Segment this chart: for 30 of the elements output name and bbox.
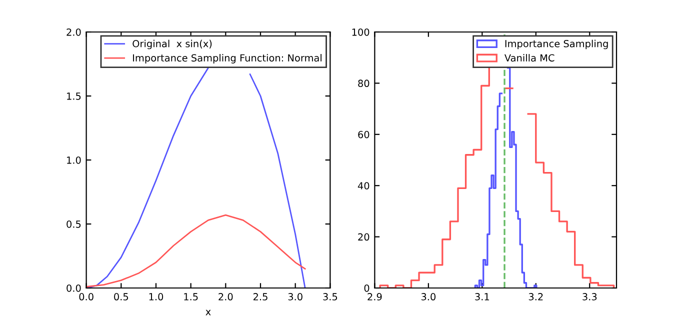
y-tick-label: 20 bbox=[358, 233, 370, 241]
line-series bbox=[86, 214, 306, 288]
x-tick-label: 3.5 bbox=[323, 293, 338, 300]
x-axis-title: x bbox=[206, 310, 211, 316]
y-tick-label: 100 bbox=[352, 28, 370, 36]
legend-label: Importance Sampling bbox=[505, 40, 608, 50]
legend-label: Vanilla MC bbox=[504, 54, 554, 62]
y-tick-label: 40 bbox=[358, 182, 370, 190]
x-tick-label: 3.0 bbox=[421, 293, 436, 300]
x-tick-label: 3.1 bbox=[475, 293, 489, 300]
legend-label: Importance Sampling Function: Normal bbox=[133, 54, 322, 64]
x-tick-label: 2.5 bbox=[253, 293, 268, 300]
y-tick-label: 0.5 bbox=[66, 220, 81, 228]
x-tick-label: 3.2 bbox=[528, 293, 543, 300]
x-tick-label: 3.3 bbox=[582, 293, 597, 300]
x-tick-label: 1.5 bbox=[184, 293, 198, 300]
y-tick-label: 0 bbox=[364, 284, 370, 292]
y-tick-label: 60 bbox=[358, 130, 370, 138]
x-tick-label: 0.0 bbox=[79, 293, 94, 300]
y-tick-label: 1.0 bbox=[67, 156, 81, 164]
legend-label: Original x sin(x) bbox=[132, 40, 212, 50]
y-tick-label: 1.5 bbox=[67, 92, 81, 100]
x-tick-label: 2.9 bbox=[368, 293, 382, 300]
x-tick-label: 0.5 bbox=[114, 293, 128, 300]
x-tick-label: 3.0 bbox=[288, 293, 302, 300]
y-tick-label: 0.0 bbox=[66, 284, 81, 292]
x-tick-label: 1.0 bbox=[149, 293, 164, 300]
y-tick-label: 2.0 bbox=[66, 28, 81, 36]
x-tick-label: 2.0 bbox=[218, 293, 233, 300]
y-tick-label: 80 bbox=[358, 80, 370, 88]
